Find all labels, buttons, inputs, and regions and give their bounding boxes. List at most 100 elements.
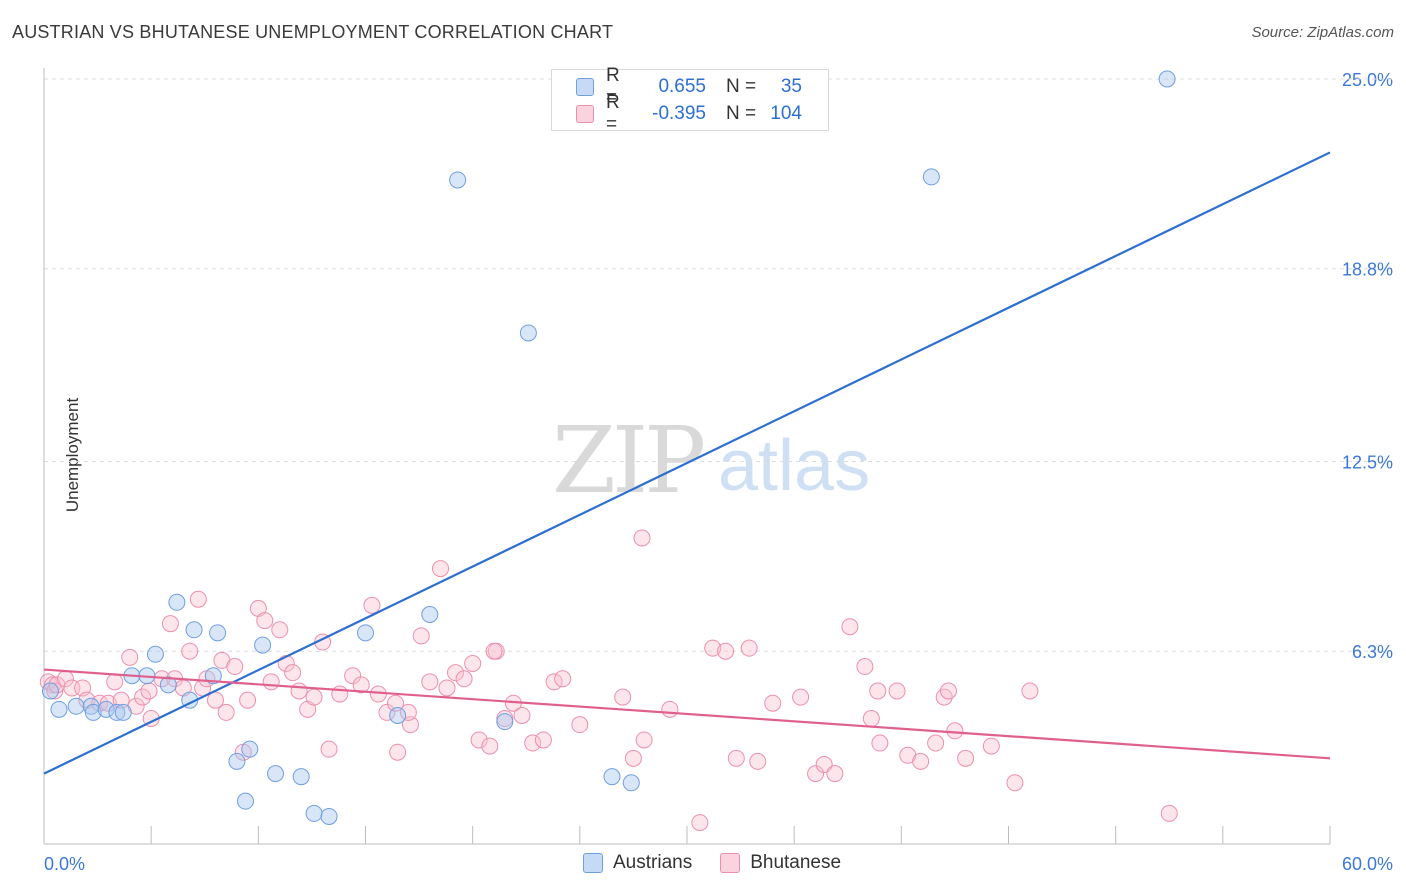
legend-n-label: N = bbox=[726, 76, 757, 97]
bhutanese-point bbox=[982, 737, 1000, 755]
bhutanese-point bbox=[432, 560, 450, 578]
austrian-point bbox=[108, 703, 126, 721]
austrian-trend-line bbox=[43, 151, 1331, 775]
austrians-swatch bbox=[583, 853, 603, 873]
bhutanese-point bbox=[290, 682, 308, 700]
bhutanese-point bbox=[352, 676, 370, 694]
austrian-point bbox=[292, 768, 310, 786]
y-tick-label: 25.0% bbox=[1342, 70, 1393, 90]
legend-r-value: -0.395 bbox=[652, 103, 706, 124]
bhutanese-point bbox=[871, 734, 889, 752]
austrian-point bbox=[421, 606, 439, 623]
bhutanese-point bbox=[935, 688, 953, 706]
legend-n-label: N = bbox=[726, 103, 757, 124]
bhutanese-trend-line bbox=[43, 668, 1331, 760]
bhutanese-point bbox=[727, 749, 745, 767]
bhutanese-point bbox=[1021, 682, 1039, 700]
bhutanese-swatch bbox=[576, 105, 594, 123]
bhutanese-point bbox=[399, 703, 417, 721]
bhutanese-point bbox=[624, 749, 642, 767]
austrian-point bbox=[254, 636, 272, 654]
bhutanese-point bbox=[256, 612, 274, 630]
bhutanese-point bbox=[140, 682, 158, 700]
austrian-point bbox=[922, 168, 940, 186]
legend-item-austrians[interactable]: Austrians bbox=[583, 852, 692, 874]
bhutanese-point bbox=[704, 639, 722, 657]
bhutanese-point bbox=[513, 706, 531, 724]
bhutanese-point bbox=[378, 703, 396, 721]
bhutanese-point bbox=[792, 688, 810, 706]
legend-label-bhutanese: Bhutanese bbox=[750, 852, 842, 873]
bhutanese-point bbox=[740, 639, 758, 657]
legend-row-bhutanese: R = -0.395 N = 104 bbox=[576, 92, 802, 135]
bhutanese-point bbox=[1006, 774, 1024, 792]
bhutanese-point bbox=[717, 642, 735, 660]
bhutanese-point bbox=[344, 667, 362, 685]
austrian-point bbox=[496, 713, 514, 731]
austrian-point bbox=[236, 792, 254, 810]
bhutanese-point bbox=[485, 642, 503, 660]
austrian-point bbox=[241, 740, 259, 758]
austrian-point bbox=[449, 171, 467, 189]
bhutanese-point bbox=[661, 700, 679, 718]
bhutanese-point bbox=[217, 703, 235, 721]
bhutanese-point bbox=[447, 664, 465, 682]
bhutanese-point bbox=[271, 621, 289, 639]
bhutanese-point bbox=[1160, 804, 1178, 822]
austrian-point bbox=[159, 676, 177, 694]
austrian-point bbox=[519, 324, 537, 342]
austrian-point bbox=[41, 682, 59, 700]
bhutanese-point bbox=[455, 670, 473, 688]
bhutanese-point bbox=[957, 749, 975, 767]
y-tick-label: 6.3% bbox=[1352, 642, 1393, 662]
bhutanese-point bbox=[412, 627, 430, 645]
bhutanese-point bbox=[807, 765, 825, 783]
austrian-point bbox=[67, 697, 85, 715]
austrian-point bbox=[320, 807, 338, 825]
bhutanese-point bbox=[239, 691, 257, 709]
legend-item-bhutanese[interactable]: Bhutanese bbox=[720, 852, 841, 874]
bhutanese-point bbox=[764, 694, 782, 712]
austrian-point bbox=[357, 624, 374, 642]
bhutanese-point bbox=[614, 688, 632, 706]
legend-label-austrians: Austrians bbox=[613, 852, 693, 873]
bhutanese-point bbox=[438, 679, 456, 697]
austrians-swatch bbox=[576, 78, 594, 96]
bhutanese-point bbox=[421, 673, 439, 691]
legend-n-value: 35 bbox=[780, 76, 802, 97]
chart-title: AUSTRIAN VS BHUTANESE UNEMPLOYMENT CORRE… bbox=[12, 22, 614, 42]
austrian-point bbox=[97, 700, 115, 718]
austrian-point bbox=[603, 768, 621, 786]
legend-r-label: R = bbox=[606, 65, 620, 108]
bhutanese-point bbox=[189, 590, 207, 608]
austrian-point bbox=[266, 765, 284, 783]
austrian-point bbox=[209, 624, 227, 642]
legend-r-value: 0.655 bbox=[658, 76, 706, 97]
source-label: Source: ZipAtlas.com bbox=[1251, 24, 1394, 41]
austrian-point bbox=[168, 593, 186, 611]
bhutanese-point bbox=[305, 688, 323, 706]
bhutanese-point bbox=[888, 682, 906, 700]
bhutanese-point bbox=[869, 682, 887, 700]
bhutanese-point bbox=[633, 529, 651, 547]
bhutanese-point bbox=[320, 740, 338, 758]
bhutanese-point bbox=[363, 596, 381, 614]
austrian-point bbox=[146, 645, 164, 663]
bhutanese-point bbox=[571, 716, 589, 734]
series-legend: Austrians Bhutanese bbox=[583, 852, 869, 874]
bhutanese-point bbox=[554, 670, 572, 688]
correlation-legend: R = 0.655 N = 35 R = -0.395 N = 104 bbox=[551, 65, 829, 135]
austrian-point bbox=[185, 621, 203, 639]
bhutanese-point bbox=[226, 658, 244, 676]
bhutanese-point bbox=[161, 615, 179, 633]
bhutanese-point bbox=[481, 737, 499, 755]
bhutanese-point bbox=[939, 682, 957, 700]
bhutanese-point bbox=[121, 648, 139, 666]
bhutanese-point bbox=[856, 658, 874, 676]
x-tick-label-min: 0.0% bbox=[44, 854, 85, 874]
bhutanese-point bbox=[862, 710, 880, 728]
bhutanese-point bbox=[534, 731, 552, 749]
bhutanese-point bbox=[284, 664, 302, 682]
austrian-point bbox=[50, 700, 68, 718]
austrian-point bbox=[204, 667, 222, 685]
